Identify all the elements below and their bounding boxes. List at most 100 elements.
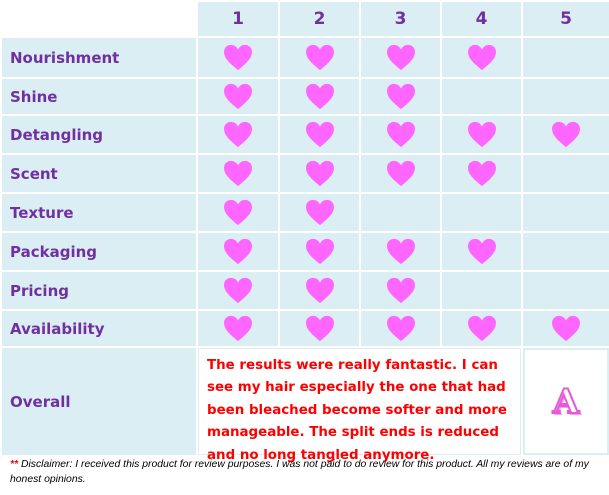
rating-cell [442,155,521,192]
overall-comment: The results were really fantastic. I can… [198,348,521,463]
rating-cell [361,79,440,114]
disclaimer: ** Disclaimer: I received this product f… [10,457,600,487]
rating-cell [198,38,278,77]
rating-cell [523,311,609,346]
heart-icon [305,277,334,304]
rating-cell [361,116,440,153]
row-label: Availability [10,319,105,338]
rating-cell [198,194,278,231]
heart-icon [305,160,334,187]
heart-icon [305,121,334,148]
heart-icon [386,277,415,304]
rating-cell [442,272,521,309]
overall-label: Overall [10,392,71,411]
rating-cell [280,116,359,153]
header-corner [0,0,196,36]
rating-cell [523,155,609,192]
row-label: Scent [10,164,58,183]
rating-cell [523,79,609,114]
rating-cell [280,311,359,346]
rating-cell [523,116,609,153]
rating-table: 1 2 3 4 5 Nourishment Shine Detangling Scent Text… [0,0,609,463]
row-label: Pricing [10,281,69,300]
heart-icon [224,121,252,148]
rating-cell [198,155,278,192]
heart-icon [305,315,334,342]
column-header-5: 5 [523,2,609,36]
heart-icon [467,315,496,342]
column-header-label: 1 [232,9,244,29]
rating-cell [361,38,440,77]
rating-cell [198,116,278,153]
heart-icon [305,238,334,265]
row-label: Detangling [10,125,104,144]
row-label-cell: Shine [2,79,196,114]
heart-icon [552,315,580,342]
row-label-cell: Availability [2,311,196,346]
rating-cell [523,194,609,231]
row-label-cell: Scent [2,155,196,192]
rating-cell [442,79,521,114]
rating-cell [361,155,440,192]
heart-icon [386,238,415,265]
rating-cell [361,233,440,270]
heart-icon [305,44,334,71]
heart-icon [305,199,334,226]
rating-cell [523,38,609,77]
row-label-cell: Packaging [2,233,196,270]
column-header-label: 4 [475,9,488,29]
rating-cell [361,272,440,309]
rating-cell [198,272,278,309]
heart-icon [224,277,252,304]
column-header-3: 3 [361,2,440,36]
heart-icon [224,315,252,342]
rating-cell [280,79,359,114]
row-label: Texture [10,203,74,222]
heart-icon [386,315,415,342]
rating-cell [280,233,359,270]
heart-icon [224,83,252,110]
heart-icon [305,83,334,110]
overall-grade: A [552,381,580,423]
rating-cell [442,38,521,77]
heart-icon [467,121,496,148]
column-header-label: 5 [560,9,572,29]
disclaimer-stars: ** [10,459,19,470]
column-header-label: 2 [313,9,326,29]
column-header-label: 3 [394,9,407,29]
rating-cell [280,272,359,309]
row-label-cell: Pricing [2,272,196,309]
disclaimer-text: Disclaimer: I received this product for … [10,459,589,485]
heart-icon [386,44,415,71]
rating-cell [523,233,609,270]
overall-label-cell: Overall [2,348,196,455]
heart-icon [386,160,415,187]
rating-cell [523,272,609,309]
heart-icon [467,44,496,71]
row-label: Nourishment [10,48,120,67]
rating-cell [442,311,521,346]
heart-icon [386,83,415,110]
rating-cell [198,311,278,346]
heart-icon [224,238,252,265]
rating-cell [280,38,359,77]
heart-icon [224,44,252,71]
heart-icon [224,160,252,187]
rating-cell [361,194,440,231]
heart-icon [467,160,496,187]
rating-cell [361,311,440,346]
overall-grade-cell: A [523,348,609,455]
rating-cell [198,233,278,270]
column-header-2: 2 [280,2,359,36]
column-header-4: 4 [442,2,521,36]
row-label: Shine [10,87,58,106]
rating-cell [280,194,359,231]
row-label: Packaging [10,242,97,261]
column-header-1: 1 [198,2,278,36]
row-label-cell: Nourishment [2,38,196,77]
row-label-cell: Detangling [2,116,196,153]
rating-cell [442,194,521,231]
heart-icon [467,238,496,265]
heart-icon [552,121,580,148]
rating-cell [442,116,521,153]
